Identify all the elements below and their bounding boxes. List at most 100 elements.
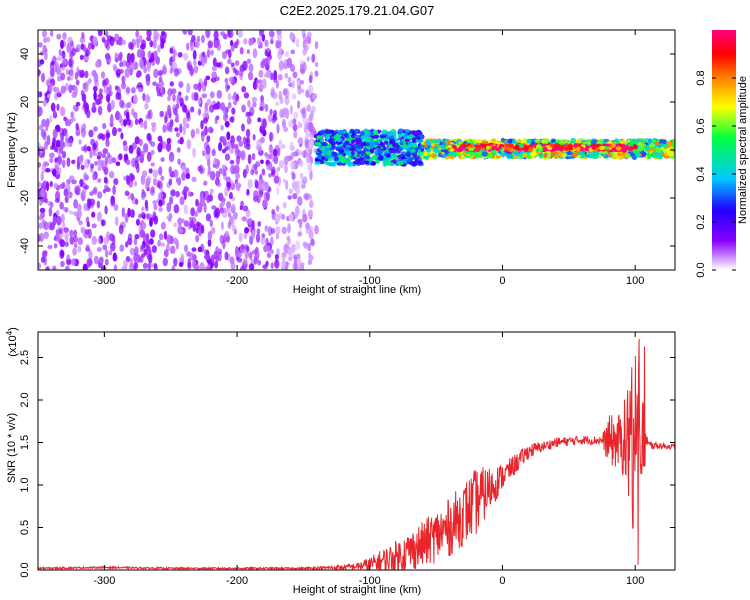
heatmap-cell [224,153,231,161]
heatmap-cell [169,56,173,67]
heatmap-cell [616,154,623,159]
heatmap-cell [300,108,306,115]
heatmap-cell [114,216,119,227]
heatmap-cell [221,136,227,142]
heatmap-cell [289,104,293,115]
heatmap-cell [238,140,244,147]
heatmap-cell [187,190,191,197]
heatmap-cell [38,42,43,48]
heatmap-cell [233,99,238,106]
heatmap-cell [240,200,245,207]
heatmap-cell [211,66,217,72]
heatmap-cell [615,146,622,151]
heatmap-cell [247,217,253,227]
heatmap-cell [215,62,222,68]
heatmap-cell [254,169,258,175]
heatmap-cell [85,49,91,57]
heatmap-cell [118,153,123,161]
heatmap-cell [292,181,298,191]
heatmap-cell [209,170,216,181]
heatmap-cell [197,246,203,253]
heatmap-cell [307,36,312,45]
heatmap-cell [110,99,116,110]
heatmap-cell [402,158,409,164]
heatmap-cell [141,194,145,201]
heatmap-cell [104,39,109,49]
heatmap-cell [270,36,274,44]
heatmap-cell [150,141,156,147]
heatmap-cell [360,151,365,157]
heatmap-cell [93,186,98,195]
heatmap-cell [56,56,62,61]
heatmap-cell [104,156,109,167]
heatmap-cell [38,262,42,269]
heatmap-cell [271,166,276,176]
heatmap-cell [207,230,213,241]
heatmap-cell [309,156,314,165]
heatmap-cell [170,189,176,197]
heatmap-cell [107,152,111,159]
heatmap-cell [256,228,261,235]
heatmap-cell [369,148,374,153]
heatmap-cell [655,141,660,146]
heatmap-cell [165,141,172,152]
heatmap-cell [667,141,672,145]
heatmap-cell [45,181,50,192]
heatmap-cell [97,165,102,172]
snr-line [38,338,675,570]
heatmap-cell [126,111,130,122]
heatmap-cell [151,122,157,127]
heatmap-cell [591,145,596,150]
heatmap-cell [251,229,256,240]
heatmap-cell [308,194,313,200]
heatmap-cell [214,177,220,186]
heatmap-cell [167,108,172,115]
heatmap-cell [449,148,455,152]
heatmap-cell [103,84,108,94]
heatmap-cell [235,155,240,166]
heatmap-cell [59,227,63,235]
heatmap-cell [260,95,264,103]
heatmap-cell [261,233,266,238]
x-tick-label: -100 [359,275,381,287]
heatmap-cell [273,175,280,184]
x-tick-label: -100 [359,575,381,587]
heatmap-cell [92,101,96,112]
heatmap-cell [275,205,280,212]
spectrogram-heatmap [38,30,675,270]
heatmap-cell [287,77,291,84]
heatmap-cell [79,178,84,188]
heatmap-cell [205,213,212,222]
heatmap-cell [297,121,301,129]
heatmap-cell [41,72,45,83]
heatmap-cell [425,148,431,153]
heatmap-cell [299,80,305,85]
heatmap-cell [115,92,120,100]
heatmap-cell [206,50,211,58]
heatmap-cell [113,204,119,211]
heatmap-cell [247,179,253,189]
heatmap-cell [309,200,314,208]
snr-axes: -300 -200 -100 0 100 0.0 0.5 1.0 1.5 2.0 2.5 [19,332,675,587]
heatmap-cell [320,155,326,161]
heatmap-cell [69,229,74,237]
heatmap-cell [47,244,53,250]
heatmap-cell [89,191,94,196]
heatmap-cell [329,129,335,134]
heatmap-cell [116,72,121,79]
heatmap-cell [283,107,289,115]
heatmap-cell [101,153,107,158]
heatmap-cell [270,227,276,235]
heatmap-cell [233,164,239,174]
heatmap-cell [300,183,306,190]
heatmap-cell [135,218,141,226]
heatmap-cell [46,36,51,43]
heatmap-cell [224,146,229,152]
heatmap-cell [167,95,171,102]
heatmap-cell [382,160,388,166]
heatmap-cell [187,258,191,268]
heatmap-cell [87,198,92,209]
heatmap-cell [64,196,69,204]
heatmap-cell [272,91,278,100]
heatmap-cell [129,257,134,268]
